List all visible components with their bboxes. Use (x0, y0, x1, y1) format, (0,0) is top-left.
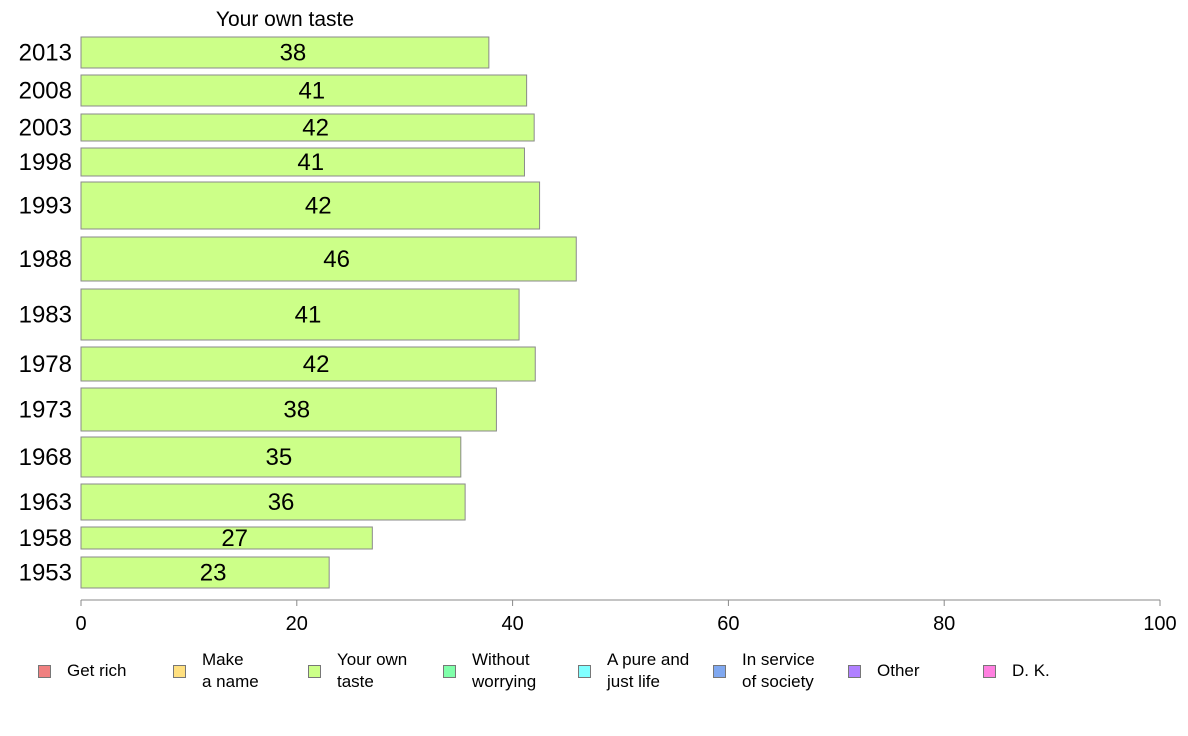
category-label-1963: 1963 (19, 489, 72, 516)
bar-1998 (80, 147, 525, 177)
category-label-1983: 1983 (19, 302, 72, 329)
legend-swatch (983, 664, 996, 678)
legend-item: Other (848, 646, 920, 696)
category-label-2008: 2008 (19, 78, 72, 105)
bar-value-label-1998: 41 (297, 149, 324, 176)
legend: Get rich Make a name Your own taste Without… (0, 646, 1188, 696)
bar-1963 (80, 483, 466, 521)
category-label-1978: 1978 (19, 351, 72, 378)
category-label-1953: 1953 (19, 560, 72, 587)
legend-item: Get rich (38, 646, 127, 696)
bar-value-label-2013: 38 (280, 40, 307, 67)
legend-item: In service of society (713, 646, 815, 696)
bar-1973 (80, 387, 497, 432)
category-label-2003: 2003 (19, 115, 72, 142)
legend-item: Without worrying (443, 646, 536, 696)
category-label-1968: 1968 (19, 444, 72, 471)
bar-2013 (80, 36, 490, 69)
bar-value-label-1993: 42 (305, 193, 332, 220)
legend-item: A pure and just life (578, 646, 689, 696)
legend-label: Get rich (67, 661, 127, 680)
category-label-1993: 1993 (19, 193, 72, 220)
x-tick-label-20: 20 (286, 613, 308, 635)
bar-1983 (80, 288, 520, 341)
chart-title: Your own taste (216, 8, 354, 31)
legend-item: D. K. (983, 646, 1050, 696)
bar-1993 (80, 181, 541, 230)
legend-item: Your own taste (308, 646, 407, 696)
legend-item: Make a name (173, 646, 259, 696)
bar-value-label-1963: 36 (268, 489, 295, 516)
legend-label: Without worrying (472, 650, 537, 691)
x-axis: 0 20 40 60 80 100 (75, 599, 1177, 635)
legend-label: Your own taste (337, 650, 408, 691)
bars-group: 38 2013 41 2008 42 2003 41 1998 42 1993 46 1988 41 19… (19, 36, 577, 589)
category-label-2013: 2013 (19, 40, 72, 67)
x-tick-label-80: 80 (933, 613, 955, 635)
legend-label: Make a name (202, 650, 259, 691)
legend-label: Other (877, 661, 920, 680)
legend-swatch (173, 664, 186, 678)
bar-value-label-1988: 46 (323, 246, 350, 273)
legend-swatch (308, 664, 321, 678)
category-label-1958: 1958 (19, 525, 72, 552)
bar-value-label-2008: 41 (298, 78, 325, 105)
x-tick-label-100: 100 (1143, 613, 1176, 635)
bar-1958 (80, 526, 373, 550)
bar-1953 (80, 556, 330, 589)
legend-swatch (848, 664, 861, 678)
legend-label: A pure and just life (607, 650, 690, 691)
bar-value-label-1958: 27 (221, 525, 248, 552)
bar-2008 (80, 74, 528, 107)
x-tick-label-0: 0 (75, 613, 86, 635)
bar-chart: Your own taste 38 2013 41 2008 42 2003 41 1998 4… (19, 8, 1177, 635)
bar-value-label-1973: 38 (283, 397, 310, 424)
bar-value-label-1983: 41 (295, 302, 322, 329)
legend-swatch (443, 664, 456, 678)
category-label-1973: 1973 (19, 397, 72, 424)
bar-1968 (80, 436, 462, 478)
bar-value-label-2003: 42 (302, 115, 329, 142)
legend-swatch (38, 664, 51, 678)
bar-value-label-1978: 42 (303, 351, 330, 378)
bar-1988 (80, 236, 577, 282)
x-tick-label-40: 40 (501, 613, 523, 635)
legend-label: D. K. (1012, 661, 1050, 680)
legend-swatch (578, 664, 591, 678)
bar-value-label-1968: 35 (266, 444, 293, 471)
category-label-1998: 1998 (19, 149, 72, 176)
legend-label: In service of society (742, 650, 815, 691)
legend-swatch (713, 664, 726, 678)
category-label-1988: 1988 (19, 246, 72, 273)
bar-1978 (80, 346, 536, 382)
x-tick-label-60: 60 (717, 613, 739, 635)
bar-2003 (80, 113, 535, 142)
bar-value-label-1953: 23 (200, 560, 227, 587)
